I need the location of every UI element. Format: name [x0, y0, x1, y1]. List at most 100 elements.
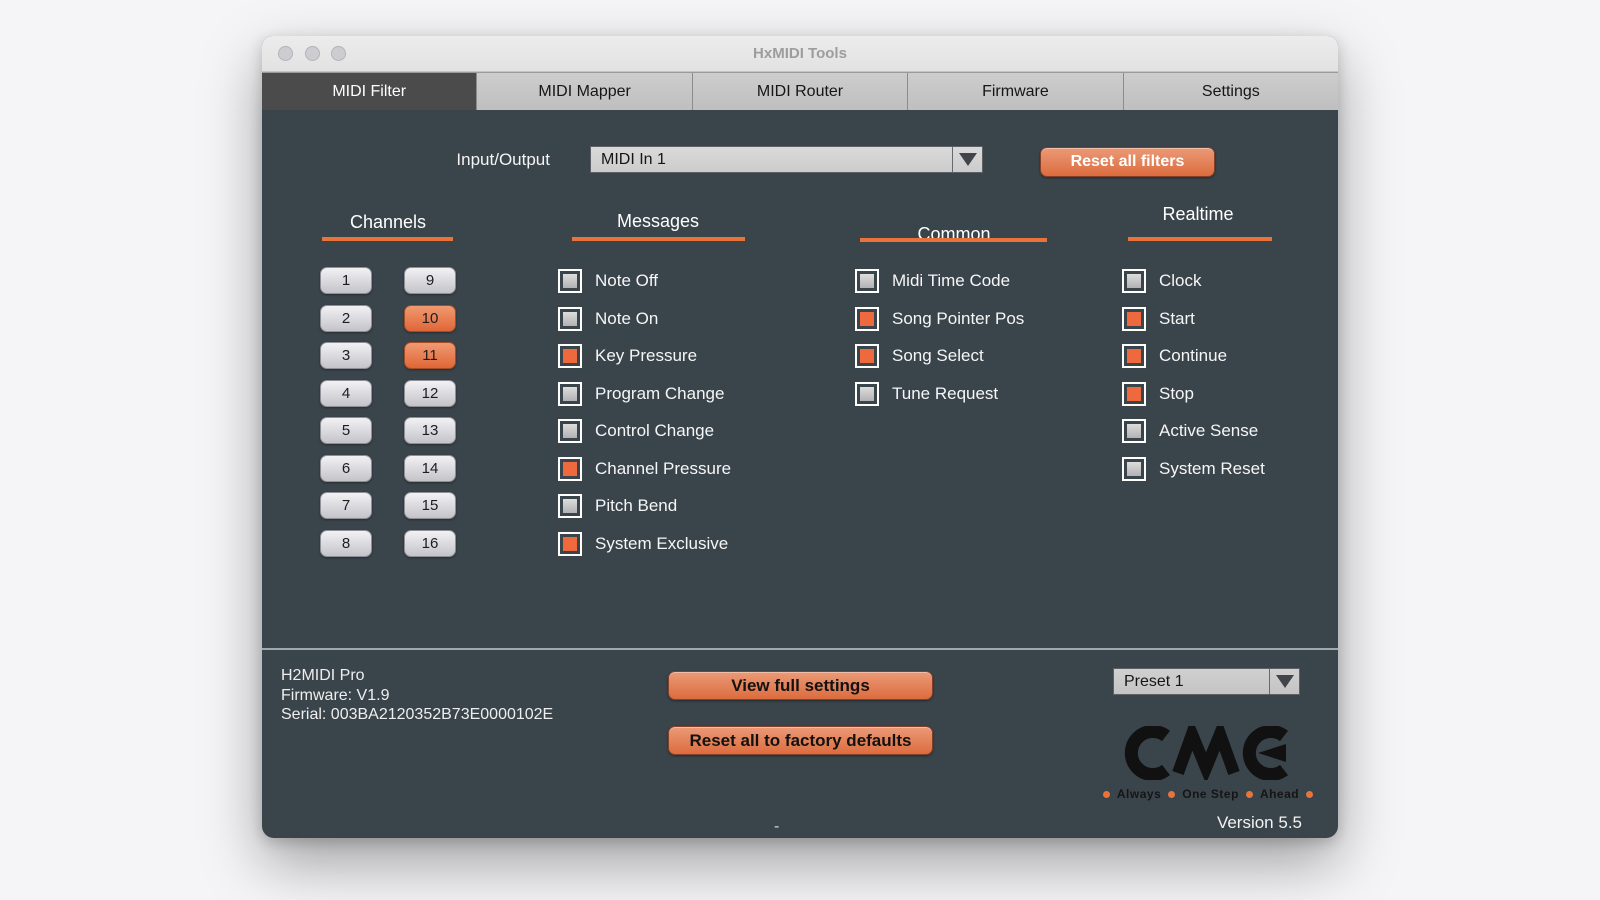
filter-row-system-reset: System Reset — [1122, 456, 1265, 481]
tab-midi-mapper[interactable]: MIDI Mapper — [477, 73, 693, 110]
messages-underline — [572, 237, 745, 241]
checkbox-start[interactable] — [1122, 306, 1146, 331]
filter-row-key-pressure: Key Pressure — [558, 344, 731, 368]
checkbox-fill — [563, 499, 577, 513]
label-control-change: Control Change — [595, 421, 715, 440]
checkbox-control-change[interactable] — [558, 419, 582, 443]
channel-column-2: 9 10 11 12 13 14 15 16 — [404, 267, 456, 557]
tab-midi-router[interactable]: MIDI Router — [692, 73, 909, 110]
checkbox-clock[interactable] — [1122, 269, 1146, 293]
tagline-word-one-step: One Step — [1182, 787, 1239, 801]
checkbox-pitch-bend[interactable] — [558, 494, 582, 518]
tab-midi-filter[interactable]: MIDI Filter — [262, 73, 478, 110]
tagline-word-ahead: Ahead — [1259, 787, 1300, 801]
common-underline — [860, 238, 1047, 242]
label-clock: Clock — [1159, 271, 1202, 290]
checkbox-fill — [1127, 349, 1141, 363]
tab-settings[interactable]: Settings — [1123, 73, 1338, 110]
cme-logo: Always One Step Ahead — [1102, 717, 1314, 801]
channels-header: Channels — [349, 212, 427, 232]
checkbox-song-select[interactable] — [855, 344, 879, 368]
checkbox-note-on[interactable] — [558, 306, 582, 331]
view-full-settings-button[interactable]: View full settings — [668, 671, 933, 700]
channel-button-11[interactable]: 11 — [404, 342, 456, 369]
tagline-dot — [1168, 790, 1176, 798]
label-tune-request: Tune Request — [892, 383, 999, 403]
filter-row-clock: Clock — [1122, 269, 1265, 293]
label-key-pressure: Key Pressure — [595, 346, 698, 365]
chevron-down-icon — [1275, 675, 1294, 688]
channel-button-3[interactable]: 3 — [320, 342, 372, 369]
cme-logo-icon — [1124, 717, 1288, 784]
checkbox-stop[interactable] — [1122, 381, 1146, 406]
checkbox-song-pointer-pos[interactable] — [855, 306, 879, 331]
channel-button-16[interactable]: 16 — [404, 529, 456, 557]
filter-row-start: Start — [1122, 306, 1265, 331]
zoom-icon[interactable] — [331, 46, 346, 61]
minimize-icon[interactable] — [305, 46, 320, 61]
channel-button-7[interactable]: 7 — [320, 492, 372, 519]
status-dash: - — [774, 818, 780, 835]
preset-arrow-button[interactable] — [1269, 669, 1299, 694]
reset-all-filters-button[interactable]: Reset all filters — [1040, 147, 1215, 177]
tab-firmware[interactable]: Firmware — [908, 73, 1124, 110]
channel-button-4[interactable]: 4 — [320, 379, 372, 407]
checkbox-program-change[interactable] — [558, 381, 582, 406]
chevron-down-icon — [958, 153, 977, 166]
filter-row-tune-request: Tune Request — [855, 381, 1024, 406]
label-continue: Continue — [1159, 346, 1228, 365]
tagline-dot — [1245, 790, 1253, 798]
checkbox-fill — [563, 386, 577, 401]
realtime-list: Clock Start Continue Stop Active Sense System… — [1122, 269, 1265, 481]
realtime-header: Realtime — [1162, 204, 1234, 224]
label-midi-time-code: Midi Time Code — [892, 271, 1011, 290]
channel-column-1: 1 2 3 4 5 6 7 8 — [320, 267, 372, 557]
checkbox-note-off[interactable] — [558, 269, 582, 293]
checkbox-fill — [563, 424, 577, 438]
checkbox-fill — [1127, 386, 1141, 401]
channel-button-13[interactable]: 13 — [404, 417, 456, 444]
checkbox-system-exclusive[interactable] — [558, 531, 582, 556]
channel-button-2[interactable]: 2 — [320, 304, 372, 332]
channel-button-6[interactable]: 6 — [320, 454, 372, 482]
close-icon[interactable] — [278, 46, 293, 61]
checkbox-continue[interactable] — [1122, 344, 1146, 368]
input-output-dropdown[interactable]: MIDI In 1 — [590, 146, 983, 173]
filter-row-system-exclusive: System Exclusive — [558, 531, 731, 556]
filter-row-active-sense: Active Sense — [1122, 419, 1265, 443]
reset-factory-defaults-button[interactable]: Reset all to factory defaults — [668, 726, 933, 755]
channel-button-14[interactable]: 14 — [404, 454, 456, 482]
checkbox-channel-pressure[interactable] — [558, 456, 582, 481]
channel-button-9[interactable]: 9 — [404, 267, 456, 294]
checkbox-fill — [1127, 461, 1141, 476]
checkbox-tune-request[interactable] — [855, 381, 879, 406]
filter-row-control-change: Control Change — [558, 419, 731, 443]
channel-button-10[interactable]: 10 — [404, 304, 456, 332]
device-name: H2MIDI Pro — [281, 667, 365, 684]
checkbox-system-reset[interactable] — [1122, 456, 1146, 481]
label-note-on: Note On — [595, 308, 659, 328]
channel-button-5[interactable]: 5 — [320, 417, 372, 444]
tagline-dot — [1102, 790, 1110, 798]
channel-button-15[interactable]: 15 — [404, 492, 456, 519]
common-list: Midi Time Code Song Pointer Pos Song Selec… — [855, 269, 1024, 406]
preset-dropdown[interactable]: Preset 1 — [1113, 668, 1300, 695]
checkbox-active-sense[interactable] — [1122, 419, 1146, 443]
checkbox-key-pressure[interactable] — [558, 344, 582, 368]
device-info: H2MIDI Pro Firmware: V1.9 Serial: 003BA2… — [281, 666, 553, 725]
version-label: Version 5.5 — [1216, 813, 1302, 832]
filter-row-continue: Continue — [1122, 344, 1265, 368]
channel-button-1[interactable]: 1 — [320, 267, 372, 294]
channel-button-8[interactable]: 8 — [320, 529, 372, 557]
messages-list: Note Off Note On Key Pressure Program Chang… — [558, 269, 731, 556]
device-firmware: Firmware: V1.9 — [281, 686, 390, 704]
realtime-underline — [1128, 237, 1272, 241]
filter-row-stop: Stop — [1122, 381, 1265, 406]
dropdown-arrow-button[interactable] — [952, 147, 982, 172]
label-song-select: Song Select — [892, 346, 984, 365]
checkbox-fill — [563, 536, 577, 551]
label-pitch-bend: Pitch Bend — [595, 496, 678, 515]
channel-button-12[interactable]: 12 — [404, 379, 456, 407]
checkbox-fill — [860, 349, 874, 363]
checkbox-midi-time-code[interactable] — [855, 269, 879, 293]
